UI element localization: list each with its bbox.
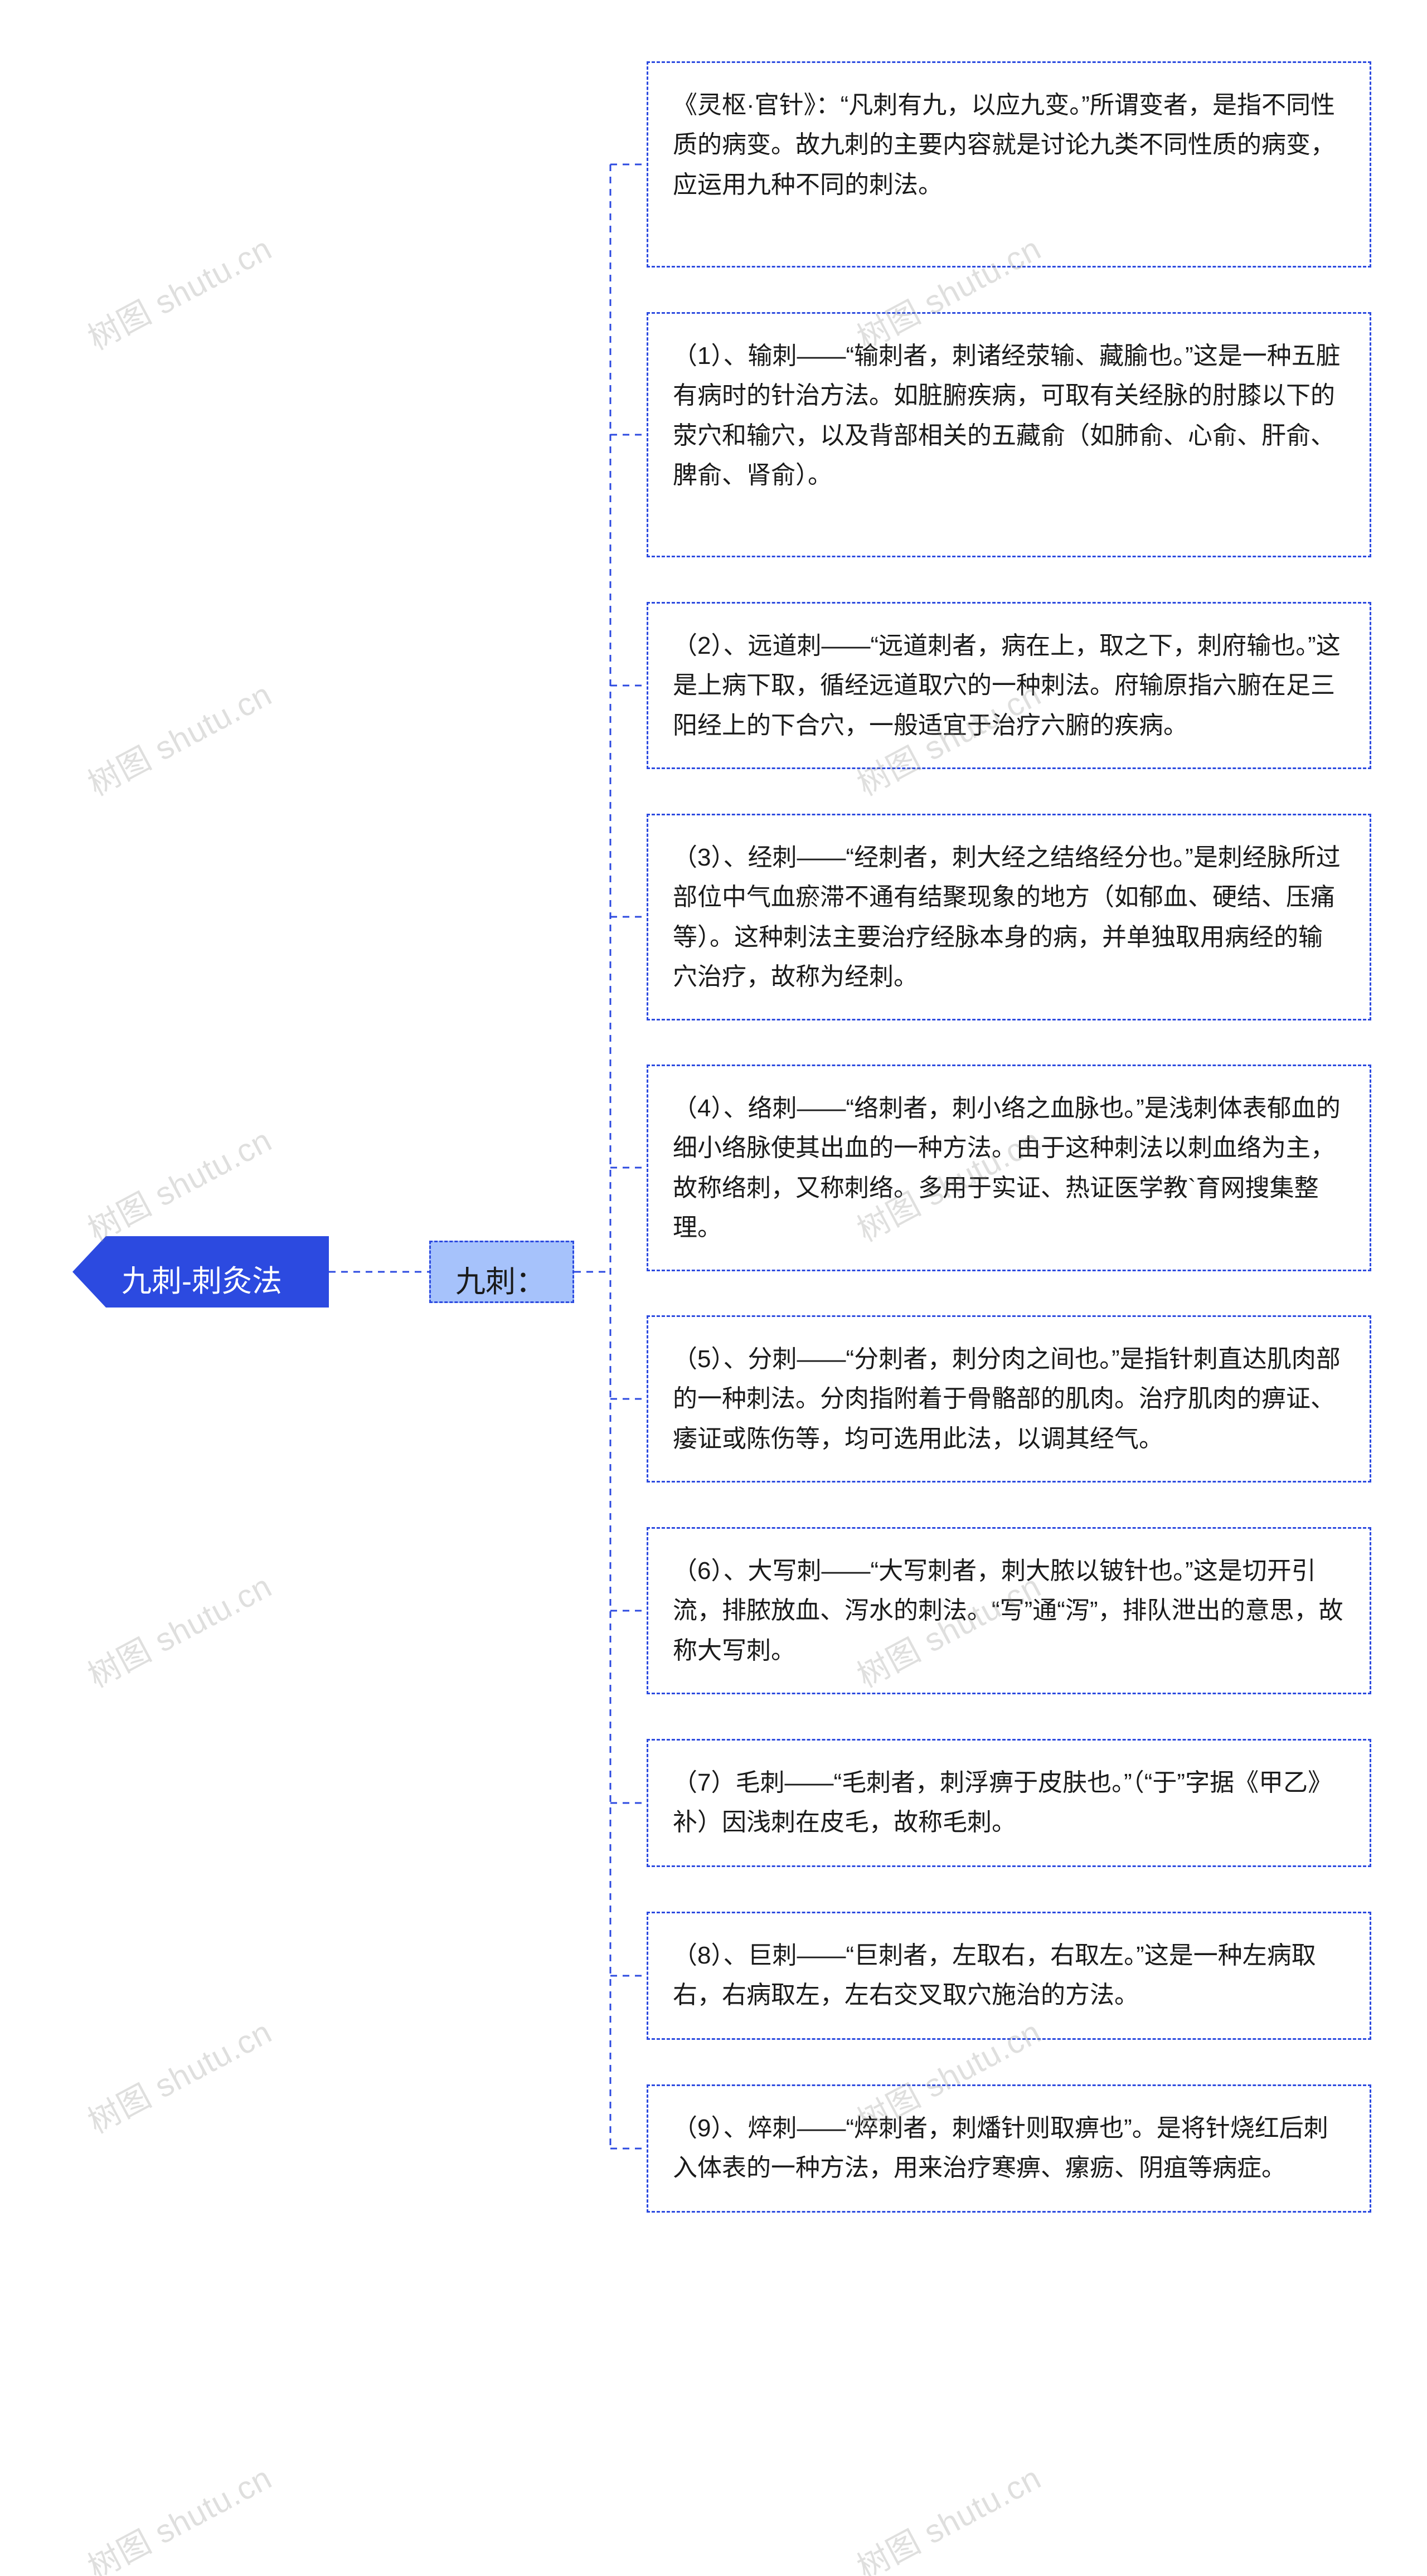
leaf-text: （5）、分刺——“分刺者，刺分肉之间也。”是指针刺直达肌肉部的一种刺法。分肉指附… [673,1345,1341,1452]
leaf-node: （5）、分刺——“分刺者，刺分肉之间也。”是指针刺直达肌肉部的一种刺法。分肉指附… [647,1315,1371,1483]
leaf-node: （9）、焠刺——“焠刺者，刺燔针则取痹也”。是将针烧红后刺入体表的一种方法，用来… [647,2084,1371,2213]
leaf-node: （1）、输刺——“输刺者，刺诸经荥输、藏腧也。”这是一种五脏有病时的针治方法。如… [647,312,1371,557]
leaf-node: （2）、远道刺——“远道刺者，病在上，取之下，刺府输也。”这是上病下取，循经远道… [647,602,1371,769]
leaf-node: 《灵枢·官针》：“凡刺有九，以应九变。”所谓变者，是指不同性质的病变。故九刺的主… [647,61,1371,268]
leaf-text: （9）、焠刺——“焠刺者，刺燔针则取痹也”。是将针烧红后刺入体表的一种方法，用来… [673,2115,1328,2181]
leaf-node: （3）、经刺——“经刺者，刺大经之结络经分也。”是刺经脉所过部位中气血瘀滞不通有… [647,814,1371,1020]
leaf-text: （8）、巨刺——“巨刺者，左取右，右取左。”这是一种左病取右，右病取左，左右交叉… [673,1942,1316,2009]
leaf-text: （3）、经刺——“经刺者，刺大经之结络经分也。”是刺经脉所过部位中气血瘀滞不通有… [673,844,1341,990]
leaf-text: （7）毛刺——“毛刺者，刺浮痹于皮肤也。”（“于”字据《甲乙》补）因浅刺在皮毛，… [673,1769,1332,1836]
sub-node: 九刺： [429,1241,574,1303]
leaf-text: （2）、远道刺——“远道刺者，病在上，取之下，刺府输也。”这是上病下取，循经远道… [673,632,1341,739]
leaf-node: （6）、大写刺——“大写刺者，刺大脓以铍针也。”这是切开引流，排脓放血、泻水的刺… [647,1527,1371,1694]
leaf-text: （1）、输刺——“输刺者，刺诸经荥输、藏腧也。”这是一种五脏有病时的针治方法。如… [673,342,1341,489]
leaf-text: 《灵枢·官针》：“凡刺有九，以应九变。”所谓变者，是指不同性质的病变。故九刺的主… [673,91,1335,198]
watermark-text: 树图 shutu.cn [79,2006,279,2142]
root-node: 九刺-刺灸法 [72,1236,329,1308]
sub-label: 九刺： [455,1265,546,1299]
watermark-text: 树图 shutu.cn [79,1561,279,1697]
leaf-text: （4）、络刺——“络刺者，刺小络之血脉也。”是浅刺体表郁血的细小络脉使其出血的一… [673,1095,1341,1241]
leaf-node: （4）、络刺——“络刺者，刺小络之血脉也。”是浅刺体表郁血的细小络脉使其出血的一… [647,1065,1371,1271]
watermark-text: 树图 shutu.cn [79,669,279,805]
watermark-text: 树图 shutu.cn [79,223,279,359]
watermark-text: 树图 shutu.cn [79,1115,279,1251]
diagram-canvas: 九刺-刺灸法 九刺： 《灵枢·官针》：“凡刺有九，以应九变。”所谓变者，是指不同… [0,0,1427,2576]
watermark-text: 树图 shutu.cn [79,2452,279,2576]
leaf-node: （8）、巨刺——“巨刺者，左取右，右取左。”这是一种左病取右，右病取左，左右交叉… [647,1912,1371,2040]
root-label: 九刺-刺灸法 [122,1265,282,1298]
leaf-text: （6）、大写刺——“大写刺者，刺大脓以铍针也。”这是切开引流，排脓放血、泻水的刺… [673,1557,1343,1664]
watermark-text: 树图 shutu.cn [848,2452,1048,2576]
leaf-node: （7）毛刺——“毛刺者，刺浮痹于皮肤也。”（“于”字据《甲乙》补）因浅刺在皮毛，… [647,1739,1371,1867]
